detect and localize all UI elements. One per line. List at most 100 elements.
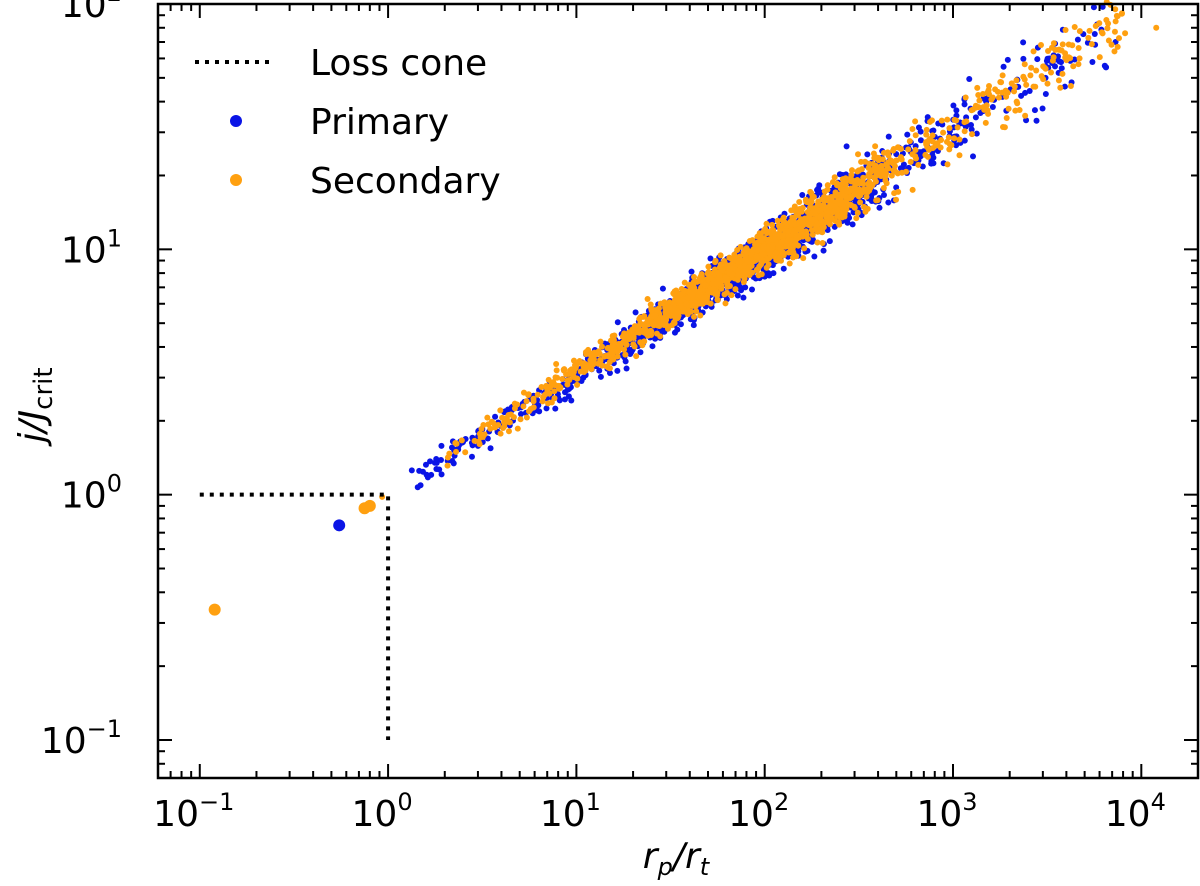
- data-point: [497, 407, 504, 414]
- data-point: [691, 299, 698, 306]
- data-point: [408, 467, 415, 474]
- data-point: [834, 212, 841, 219]
- data-point: [606, 365, 613, 372]
- data-point: [652, 312, 659, 319]
- data-point: [870, 150, 877, 157]
- data-point: [728, 292, 735, 299]
- data-point: [712, 257, 719, 264]
- data-point: [1070, 63, 1077, 70]
- x-tick-label: 10−1: [153, 788, 234, 835]
- data-point: [572, 362, 579, 369]
- data-point: [492, 413, 499, 420]
- data-point: [851, 184, 858, 191]
- data-point: [938, 117, 945, 124]
- data-point: [966, 76, 973, 83]
- data-point: [944, 116, 951, 123]
- data-point: [579, 361, 586, 368]
- data-point: [895, 188, 902, 195]
- data-point: [697, 312, 704, 319]
- data-point: [475, 438, 482, 445]
- data-point: [894, 170, 901, 177]
- data-point: [887, 157, 894, 164]
- data-point: [819, 239, 826, 246]
- data-point: [885, 199, 892, 206]
- data-point: [643, 327, 650, 334]
- x-axis-label: rp/rt: [643, 836, 711, 881]
- data-point: [863, 193, 870, 200]
- data-point: [872, 143, 879, 150]
- data-point: [649, 343, 656, 350]
- data-point: [780, 252, 787, 259]
- data-point: [763, 264, 770, 271]
- data-point: [681, 287, 688, 294]
- data-point: [468, 453, 475, 460]
- legend-label-primary: Primary: [310, 102, 449, 143]
- data-point: [826, 238, 833, 245]
- data-point: [677, 321, 684, 328]
- data-point: [672, 310, 679, 317]
- data-point: [681, 308, 688, 315]
- data-point: [809, 217, 816, 224]
- data-point: [973, 130, 980, 137]
- data-point: [608, 337, 615, 344]
- data-point: [1037, 41, 1044, 48]
- data-point: [859, 180, 866, 187]
- data-point: [1014, 100, 1021, 107]
- data-point: [559, 375, 566, 382]
- data-point: [611, 332, 618, 339]
- data-point: [614, 319, 621, 326]
- data-point: [539, 398, 546, 405]
- data-point: [752, 241, 759, 248]
- data-point: [774, 217, 781, 224]
- data-point: [1055, 77, 1062, 84]
- data-point: [637, 349, 644, 356]
- data-point: [545, 376, 552, 383]
- data-point: [656, 320, 663, 327]
- data-point: [520, 403, 527, 410]
- data-point: [1076, 28, 1083, 35]
- data-point: [808, 227, 815, 234]
- data-point: [924, 114, 931, 121]
- data-point: [1057, 84, 1064, 91]
- data-point: [809, 236, 816, 243]
- data-point: [970, 153, 977, 160]
- data-point: [630, 341, 637, 348]
- data-point: [1027, 72, 1034, 79]
- data-point: [546, 384, 553, 391]
- data-point: [893, 184, 900, 191]
- data-point: [704, 270, 711, 277]
- data-point: [542, 391, 549, 398]
- data-point: [416, 467, 423, 474]
- data-point: [626, 336, 633, 343]
- data-point: [944, 161, 951, 168]
- data-point: [801, 245, 808, 252]
- data-point: [972, 114, 979, 121]
- data-point: [956, 136, 963, 143]
- data-point: [837, 181, 844, 188]
- data-point: [641, 313, 648, 320]
- data-point: [842, 186, 849, 193]
- data-point: [1050, 40, 1057, 47]
- data-point: [734, 292, 741, 299]
- data-point: [1030, 83, 1037, 90]
- data-point: [795, 212, 802, 219]
- data-point: [820, 247, 827, 254]
- data-point: [716, 272, 723, 279]
- data-point: [763, 230, 770, 237]
- data-point: [788, 207, 795, 214]
- data-point: [614, 367, 621, 374]
- data-point: [821, 188, 828, 195]
- data-point: [640, 321, 647, 328]
- data-point: [815, 187, 822, 194]
- data-point: [797, 217, 804, 224]
- data-point: [884, 149, 891, 156]
- data-point: [683, 301, 690, 308]
- data-point: [417, 482, 424, 489]
- data-point: [758, 271, 765, 278]
- data-point: [664, 325, 671, 332]
- data-point: [775, 257, 782, 264]
- data-point: [1041, 64, 1048, 71]
- data-point: [506, 419, 513, 426]
- x-tick-label: 100: [352, 788, 413, 835]
- legend-label-secondary: Secondary: [310, 161, 501, 202]
